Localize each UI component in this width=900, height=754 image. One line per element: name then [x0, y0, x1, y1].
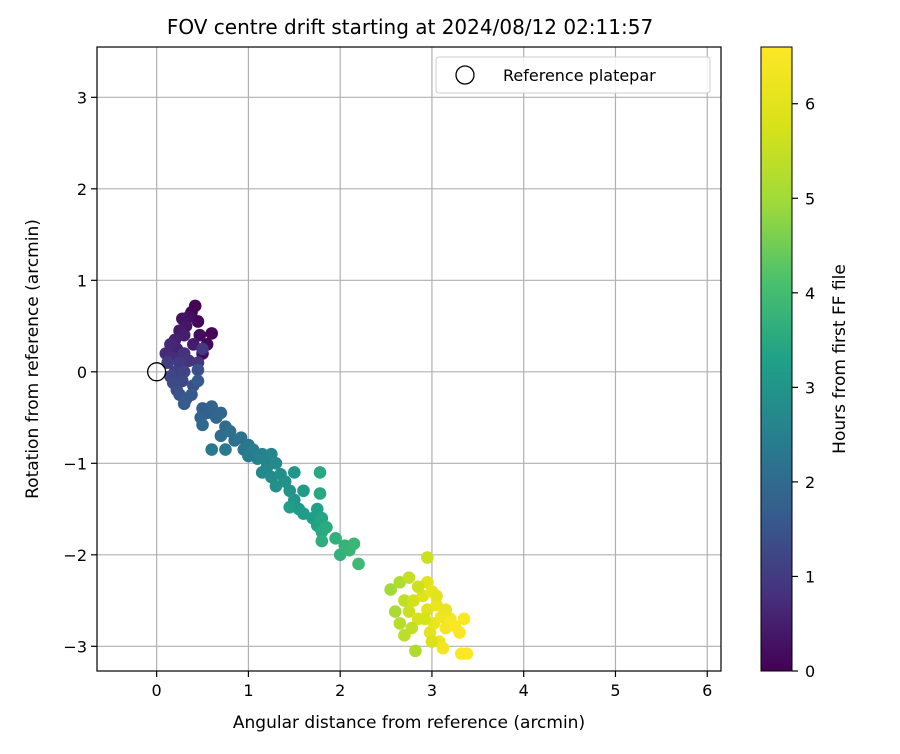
y-tick-label: 1: [77, 271, 87, 290]
scatter-point: [219, 443, 232, 456]
x-tick-label: 1: [243, 681, 253, 700]
scatter-point: [191, 374, 205, 388]
x-tick-label: 2: [335, 681, 345, 700]
scatter-point: [398, 594, 411, 607]
scatter-point: [205, 327, 219, 340]
y-tick-label: 0: [77, 363, 87, 382]
legend-reference-marker: [455, 65, 475, 85]
y-tick-label: −1: [63, 454, 87, 473]
scatter-point: [205, 400, 219, 413]
colorbar: [760, 46, 793, 672]
scatter-point: [214, 406, 228, 420]
scatter-point: [283, 500, 297, 514]
plot-frame: [96, 46, 722, 672]
colorbar-tick-label: 5: [805, 189, 815, 208]
colorbar-ticks: 0 1 2 3 4 5 6: [792, 95, 815, 681]
scatter-point: [402, 605, 416, 618]
y-axis-ticks: −3 −2 −1 0 1 2 3: [63, 88, 97, 656]
scatter-points: [159, 299, 474, 660]
scatter-point: [457, 612, 471, 626]
legend-label: Reference platepar: [503, 66, 656, 85]
x-tick-label: 0: [152, 681, 162, 700]
legend: Reference platepar: [435, 56, 711, 94]
y-tick-label: −3: [63, 637, 87, 656]
scatter-point: [352, 557, 365, 571]
colorbar-tick-label: 3: [805, 378, 815, 397]
scatter-point: [384, 583, 397, 596]
x-axis-label: Angular distance from reference (arcmin): [233, 713, 585, 733]
scatter-point: [193, 328, 207, 342]
scatter-point: [418, 612, 431, 626]
y-tick-label: 3: [77, 88, 87, 107]
scatter-point: [320, 521, 333, 534]
colorbar-tick-label: 0: [805, 662, 815, 681]
legend-box: [435, 56, 711, 94]
scatter-point: [439, 603, 453, 616]
scatter-point: [460, 647, 474, 660]
scatter-point: [205, 443, 219, 456]
y-tick-label: 2: [77, 180, 87, 199]
y-axis-label: Rotation from reference (arcmin): [23, 219, 43, 499]
colorbar-tick-label: 4: [805, 284, 815, 303]
scatter-point: [421, 551, 434, 564]
x-tick-label: 4: [519, 681, 529, 700]
scatter-point: [409, 644, 422, 658]
scatter-point: [313, 466, 327, 479]
scatter-point: [177, 397, 191, 411]
y-tick-label: −2: [63, 546, 87, 565]
scatter-point: [402, 571, 416, 584]
colorbar-tick-label: 2: [805, 473, 815, 492]
x-axis-ticks: 0 1 2 3 4 5 6: [152, 671, 712, 700]
scatter-point: [313, 487, 327, 500]
scatter-point: [196, 418, 209, 432]
scatter-point: [388, 605, 402, 618]
x-tick-label: 5: [610, 681, 620, 700]
x-tick-label: 6: [702, 681, 712, 700]
scatter-point: [405, 621, 419, 635]
scatter-point: [347, 537, 361, 551]
colorbar-label: Hours from first FF file: [830, 264, 850, 454]
scatter-point: [393, 617, 407, 630]
scatter-point: [436, 641, 450, 655]
scatter-point: [196, 342, 209, 356]
scatter-point: [269, 457, 283, 470]
scatter-point: [297, 484, 310, 498]
scatter-point: [329, 532, 342, 545]
scatter-point: [287, 466, 301, 479]
scatter-point: [185, 388, 198, 401]
scatter-point: [430, 589, 443, 603]
scatter-point: [411, 580, 425, 594]
colorbar-tick-label: 6: [805, 95, 815, 114]
scatter-point: [191, 363, 205, 377]
scatter-point: [161, 356, 174, 369]
scatter-point: [453, 626, 466, 639]
reference-point: [146, 362, 167, 382]
colorbar-tick-label: 1: [805, 567, 815, 586]
chart-title: FOV centre drift starting at 2024/08/12 …: [167, 15, 653, 39]
scatter-point: [315, 534, 329, 548]
x-tick-label: 3: [427, 681, 437, 700]
reference-platepar-marker: [146, 362, 167, 382]
scatter-point: [425, 635, 439, 649]
